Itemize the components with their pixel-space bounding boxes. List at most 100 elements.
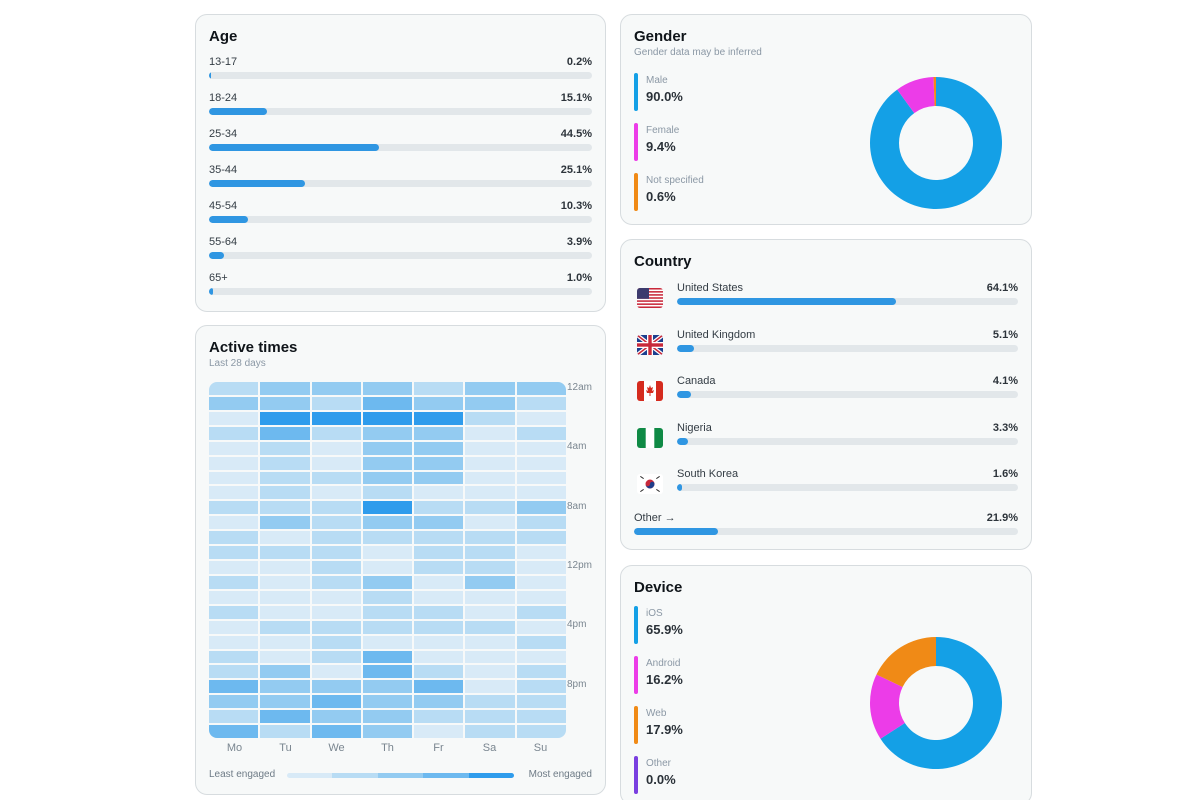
heatmap-cell [465,575,515,589]
age-bar-fill [209,180,306,187]
heatmap-cell [465,725,515,738]
heatmap-cell [260,680,310,694]
country-other-row[interactable]: Other → 21.9% [634,512,1018,542]
heatmap-cell [209,575,259,589]
heatmap-cell [260,531,310,545]
heatmap-cell [209,680,259,694]
heatmap-cell [516,710,566,724]
country-other-track [634,528,1018,535]
country-value: 4.1% [992,375,1018,387]
gender-legend-value: 0.6% [646,189,676,204]
time-label-4pm: 4pm [567,619,587,630]
heatmap-cell [465,650,515,664]
country-other-value: 21.9% [986,512,1018,524]
heatmap-cell [362,590,413,604]
heatmap-cell [260,665,310,679]
device-legend-label: Other [646,758,672,769]
heatmap-cell [260,501,310,515]
day-label: Mo [226,742,243,754]
day-label: Tu [279,742,292,754]
heatmap-cell [516,590,566,604]
heatmap-cell [209,635,259,649]
heatmap-cell [311,725,361,738]
heatmap-cell [260,725,310,738]
age-row: 55-64 3.9% [209,236,592,266]
time-label-12am: 12am [567,382,593,393]
heatmap-cell [209,590,259,604]
gender-legend-value: 9.4% [646,139,676,154]
heatmap-cell [311,650,361,664]
age-bar-track [209,216,592,223]
country-name: United Kingdom [677,328,756,341]
heatmap-cell [414,680,464,694]
heatmap-cell [209,501,259,515]
heatmap-cell [414,620,464,634]
country-bar-track [677,298,1018,305]
heatmap-cell [260,486,310,500]
heatmap-cell [465,441,515,455]
heatmap-cell [516,411,566,425]
heatmap-cell [362,501,413,515]
heatmap-cell [209,382,259,395]
heatmap-cell [465,471,515,485]
age-title: Age [209,28,238,45]
heatmap-cell [362,411,413,425]
heatmap-cell [414,382,464,395]
age-row: 18-24 15.1% [209,92,592,122]
heatmap-cell [414,441,464,455]
heatmap-cell [414,605,464,619]
device-legend-swatch [634,756,638,794]
engagement-scale-step [287,773,333,778]
gender-donut-chart [870,77,1002,209]
heatmap-cell [516,695,566,709]
heatmap-cell [260,635,310,649]
age-row: 35-44 25.1% [209,164,592,194]
age-bar-fill [209,252,224,259]
age-bar-fill [209,216,249,223]
age-bar-track [209,252,592,259]
gender-legend-swatch [634,123,638,161]
heatmap-cell [311,635,361,649]
age-range-value: 25.1% [560,164,592,176]
heatmap-cell [260,516,310,530]
heatmap-cell [362,382,413,395]
heatmap-cell [362,486,413,500]
heatmap-cell [516,382,566,395]
country-card: Country United States 64.1% United Kingdom… [620,239,1032,550]
heatmap-cell [209,396,259,410]
country-bar-fill [677,391,691,398]
heatmap-cell [516,575,566,589]
heatmap-cell [414,590,464,604]
device-legend-value: 65.9% [646,622,683,637]
device-legend-swatch [634,606,638,644]
heatmap-cell [414,501,464,515]
day-label: Fr [433,742,444,754]
heatmap-cell [209,486,259,500]
heatmap-cell [311,501,361,515]
gender-donut-slice-female [897,77,935,114]
heatmap-cell [465,605,515,619]
heatmap-cell [362,725,413,738]
heatmap-cell [414,650,464,664]
age-row: 13-17 0.2% [209,56,592,86]
age-range-label: 35-44 [209,164,238,176]
heatmap-cell [311,411,361,425]
heatmap-cell [311,605,361,619]
heatmap-cell [465,635,515,649]
heatmap-cell [362,471,413,485]
time-label-8pm: 8pm [567,679,587,690]
age-bar-fill [209,108,267,115]
heatmap-cell [516,531,566,545]
country-title: Country [634,253,692,270]
heatmap-cell [362,396,413,410]
heatmap-cell [260,710,310,724]
heatmap-cell [362,575,413,589]
country-other-link[interactable]: Other → [634,512,676,524]
age-range-value: 3.9% [566,236,592,248]
device-legend-item: Android 16.2% [634,656,683,694]
heatmap-cell [414,725,464,738]
heatmap-cell [465,680,515,694]
heatmap-cell [260,456,310,470]
heatmap-cell [209,411,259,425]
device-legend-item: Other 0.0% [634,756,676,794]
